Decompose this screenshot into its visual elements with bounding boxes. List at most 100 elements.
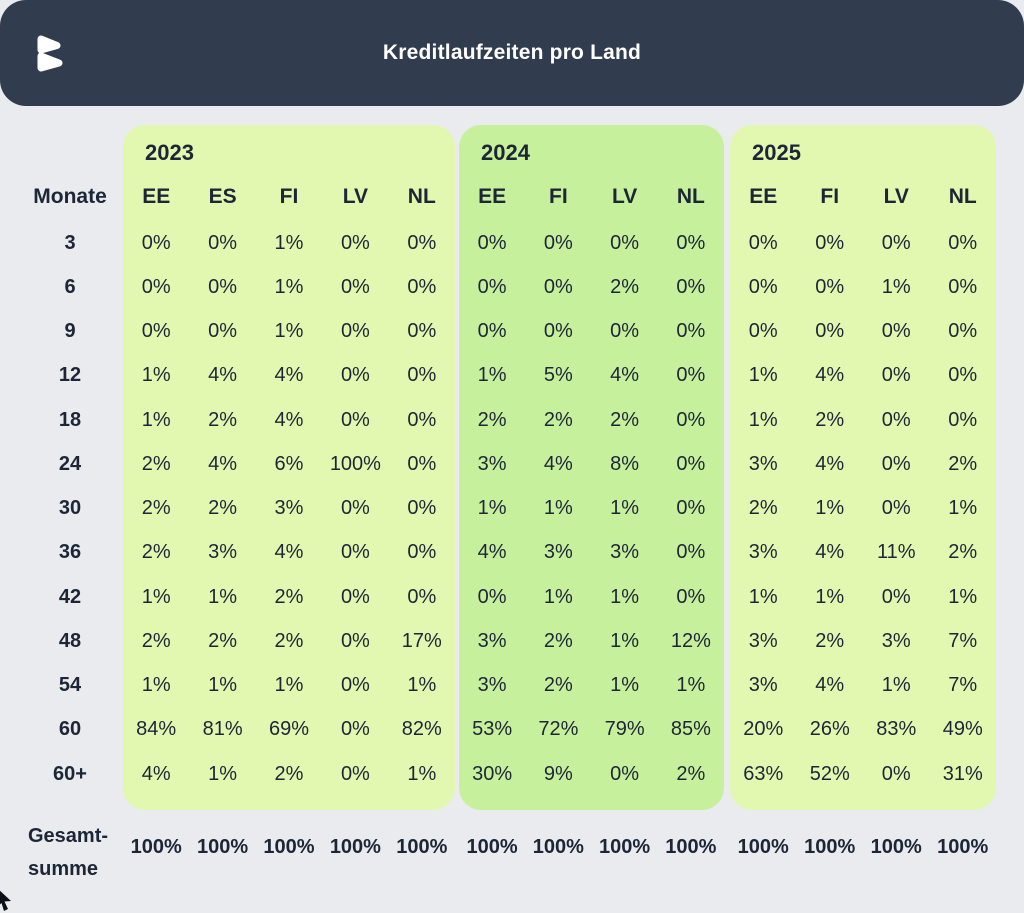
data-cell: 0%: [340, 497, 370, 520]
data-cell: 0%: [340, 275, 370, 298]
data-cell: 2%: [141, 452, 171, 475]
country-header-row: EE FI LV NL: [730, 173, 996, 221]
data-cell: 2%: [543, 408, 573, 431]
data-cell: 0%: [340, 408, 370, 431]
totals-row-2025: 100% 100% 100% 100%: [730, 810, 996, 859]
monate-header: Monate: [33, 185, 107, 208]
year-group-2025: 2025 EE FI LV NL 0% 0% 0% 0% 0% 0% 1% 0% 0% 0% 0% 0% 1%…: [730, 125, 996, 859]
data-cell: 3%: [477, 629, 507, 652]
data-cells-grid: 0% 0% 0% 0% 0% 0% 2% 0% 0% 0% 0% 0% 1% 5% 4% 0% 2% 2% 2% 0%…: [459, 221, 724, 796]
total-cell: 100%: [130, 836, 182, 859]
page-title: Kreditlaufzeiten pro Land: [382, 41, 642, 64]
data-cell: 2%: [610, 275, 640, 298]
month-row-label: 6: [64, 275, 76, 298]
data-cell: 1%: [543, 497, 573, 520]
year-panel-2023: 2023 EE ES FI LV NL 0% 0% 1% 0% 0% 0% 0% 1% 0% 0% 0% 0%…: [123, 125, 455, 811]
year-group-2023: 2023 EE ES FI LV NL 0% 0% 1% 0% 0% 0% 0% 1% 0% 0% 0% 0%…: [123, 125, 455, 859]
brand-logo-icon: [37, 35, 63, 72]
months-column: Monate 3 6 9 12 18 24 30 36 42 48 54 60 60+ Gesamt- …: [0, 125, 123, 886]
data-cell: 63%: [743, 762, 784, 785]
data-cell: 69%: [268, 718, 309, 741]
data-cell: 100%: [329, 452, 381, 475]
data-cell: 1%: [881, 674, 911, 697]
data-cell: 2%: [815, 408, 845, 431]
data-cell: 0%: [340, 585, 370, 608]
data-cell: 1%: [208, 762, 238, 785]
data-cell: 0%: [340, 320, 370, 343]
data-cell: 3%: [610, 541, 640, 564]
data-cell: 0%: [340, 762, 370, 785]
data-cell: 0%: [543, 231, 573, 254]
data-cell: 0%: [477, 320, 507, 343]
data-cell: 1%: [141, 408, 171, 431]
data-cell: 0%: [948, 275, 978, 298]
data-cell: 0%: [477, 585, 507, 608]
data-cell: 31%: [942, 762, 983, 785]
data-cell: 1%: [477, 497, 507, 520]
data-cell: 2%: [141, 497, 171, 520]
data-cell: 5%: [543, 364, 573, 387]
data-cell: 49%: [942, 718, 983, 741]
data-cells-grid: 0% 0% 1% 0% 0% 0% 0% 1% 0% 0% 0% 0% 1% 0% 0% 1% 4% 4% 0% 0%…: [123, 221, 455, 796]
year-label-2025: 2025: [752, 140, 801, 165]
country-header: LV: [342, 185, 369, 208]
data-cell: 1%: [141, 674, 171, 697]
country-header: EE: [749, 185, 778, 208]
data-cell: 26%: [809, 718, 850, 741]
data-cell: 0%: [881, 497, 911, 520]
year-label-2024: 2024: [481, 140, 530, 165]
country-header-row: EE ES FI LV NL: [123, 173, 455, 221]
total-cell: 100%: [665, 836, 717, 859]
month-row-label: 60+: [53, 762, 87, 785]
data-cell: 0%: [881, 585, 911, 608]
data-cell: 1%: [748, 585, 778, 608]
data-cell: 2%: [477, 408, 507, 431]
year-panel-2024: 2024 EE FI LV NL 0% 0% 0% 0% 0% 0% 2% 0% 0% 0% 0% 0% 1%…: [459, 125, 724, 811]
total-cell: 100%: [396, 836, 448, 859]
data-cell: 1%: [610, 497, 640, 520]
month-labels: 3 6 9 12 18 24 30 36 42 48 54 60 60+: [0, 221, 123, 796]
data-cell: 2%: [208, 497, 238, 520]
data-cell: 4%: [141, 762, 171, 785]
data-cell: 0%: [815, 320, 845, 343]
data-cell: 1%: [543, 585, 573, 608]
total-row-label-line1: Gesamt-: [28, 825, 109, 848]
data-cell: 0%: [610, 231, 640, 254]
data-cell: 0%: [676, 275, 706, 298]
credit-terms-table: Monate 3 6 9 12 18 24 30 36 42 48 54 60 60+ Gesamt- …: [0, 125, 996, 886]
data-cell: 8%: [610, 452, 640, 475]
data-cell: 0%: [748, 231, 778, 254]
data-cell: 52%: [809, 762, 850, 785]
data-cell: 30%: [472, 762, 513, 785]
country-header-row: EE FI LV NL: [459, 173, 724, 221]
data-cell: 12%: [670, 629, 711, 652]
data-cell: 1%: [141, 585, 171, 608]
month-row-label: 3: [64, 231, 76, 254]
data-cell: 0%: [543, 320, 573, 343]
data-cell: 4%: [208, 452, 238, 475]
data-cell: 4%: [274, 408, 304, 431]
data-cell: 85%: [670, 718, 711, 741]
data-cell: 1%: [274, 275, 304, 298]
data-cell: 0%: [407, 541, 437, 564]
data-cell: 4%: [815, 541, 845, 564]
data-cell: 9%: [543, 762, 573, 785]
data-cell: 0%: [881, 408, 911, 431]
data-cell: 0%: [477, 275, 507, 298]
data-cell: 0%: [141, 275, 171, 298]
total-cell: 100%: [532, 836, 584, 859]
data-cell: 0%: [881, 364, 911, 387]
data-cell: 84%: [136, 718, 177, 741]
year-group-2024: 2024 EE FI LV NL 0% 0% 0% 0% 0% 0% 2% 0% 0% 0% 0% 0% 1%…: [459, 125, 724, 859]
data-cell: 6%: [274, 452, 304, 475]
data-cell: 82%: [401, 718, 442, 741]
country-header: FI: [279, 185, 299, 208]
data-cell: 2%: [676, 762, 706, 785]
data-cell: 3%: [477, 452, 507, 475]
year-label-2023: 2023: [145, 140, 194, 165]
data-cell: 1%: [208, 585, 238, 608]
data-cell: 2%: [815, 629, 845, 652]
data-cell: 0%: [340, 364, 370, 387]
data-cell: 72%: [538, 718, 579, 741]
country-header: NL: [948, 185, 977, 208]
